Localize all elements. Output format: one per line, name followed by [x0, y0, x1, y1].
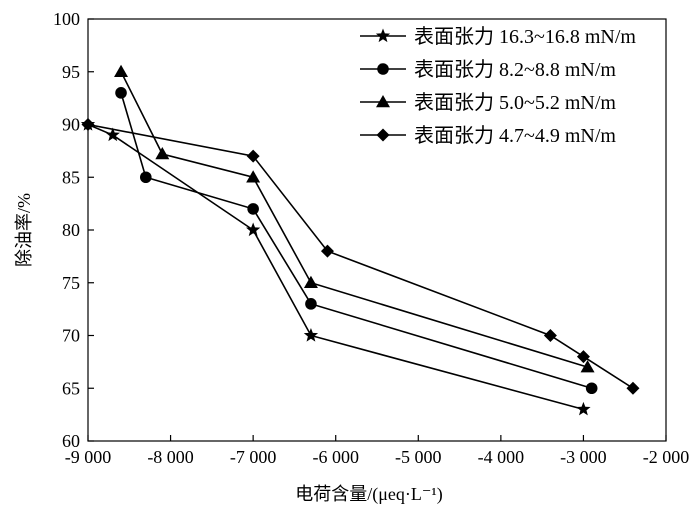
data-point-triangle: [303, 275, 318, 288]
data-point-circle: [305, 298, 317, 310]
x-tick-label: -9 000: [65, 447, 112, 467]
y-tick-label: 60: [62, 431, 80, 451]
data-point-circle: [585, 382, 598, 395]
data-point-diamond: [246, 149, 260, 163]
series-3: [114, 64, 595, 373]
data-point-diamond: [626, 381, 640, 395]
y-axis-label: 除油率/%: [14, 193, 34, 267]
plot-frame: [87, 18, 667, 442]
data-point-diamond: [320, 244, 334, 258]
x-tick-label: -7 000: [230, 447, 277, 467]
legend-marker-star: [375, 28, 391, 43]
data-point-circle: [140, 171, 152, 184]
data-point-triangle: [580, 360, 595, 373]
x-axis-label: 电荷含量/(μeq·L⁻¹): [295, 484, 443, 505]
series-line: [87, 123, 634, 389]
y-tick-label: 75: [62, 273, 80, 293]
data-point-triangle: [155, 147, 170, 160]
legend-label: 表面张力 8.2~8.8 mN/m: [414, 58, 616, 81]
y-tick-label: 70: [62, 326, 80, 346]
data-point-triangle: [114, 64, 129, 77]
x-axis-ticks: -9 000 -8 000 -7 000 -6 000 -5 000 -4 000 -3 0…: [65, 435, 690, 467]
data-point-circle: [115, 87, 127, 99]
y-tick-label: 95: [62, 62, 80, 82]
legend-label: 表面张力 4.7~4.9 mN/m: [414, 124, 616, 147]
series-line: [87, 123, 584, 411]
x-tick-label: -6 000: [312, 447, 359, 467]
y-axis-ticks: 60 65 70 75 80 85 90 95 100: [53, 9, 94, 451]
y-tick-label: 80: [62, 220, 80, 240]
x-tick-label: -8 000: [147, 447, 194, 467]
data-point-star: [576, 401, 591, 416]
data-point-star: [303, 328, 319, 342]
x-tick-label: -5 000: [395, 447, 442, 467]
series-group: [80, 64, 640, 416]
legend-item: 表面张力 4.7~4.9 mN/m: [360, 124, 616, 147]
series-4: [81, 118, 640, 395]
legend-item: 表面张力 8.2~8.8 mN/m: [360, 58, 616, 81]
legend-marker-diamond: [376, 128, 390, 142]
data-point-diamond: [81, 118, 95, 131]
y-tick-label: 100: [53, 9, 80, 29]
y-tick-label: 90: [62, 115, 80, 135]
legend: 表面张力 16.3~16.8 mN/m 表面张力 8.2~8.8 mN/m 表面张力…: [360, 25, 636, 147]
series-2: [115, 87, 598, 395]
data-point-triangle: [246, 170, 261, 183]
data-point-circle: [247, 203, 259, 215]
series-1: [80, 117, 591, 416]
data-point-diamond: [576, 350, 590, 364]
legend-label: 表面张力 5.0~5.2 mN/m: [414, 91, 616, 114]
data-point-star: [246, 222, 261, 237]
legend-item: 表面张力 5.0~5.2 mN/m: [360, 91, 616, 114]
legend-marker-circle: [377, 63, 389, 75]
x-tick-label: -2 000: [643, 447, 690, 467]
axes: [87, 18, 667, 442]
y-tick-label: 85: [62, 167, 80, 187]
legend-marker-triangle: [376, 95, 390, 108]
data-point-diamond: [543, 329, 557, 342]
legend-label: 表面张力 16.3~16.8 mN/m: [414, 25, 636, 48]
x-tick-label: -4 000: [478, 447, 525, 467]
x-tick-label: -3 000: [560, 447, 607, 467]
data-point-star: [105, 127, 120, 142]
y-tick-label: 65: [62, 378, 80, 398]
legend-item: 表面张力 16.3~16.8 mN/m: [360, 25, 636, 48]
